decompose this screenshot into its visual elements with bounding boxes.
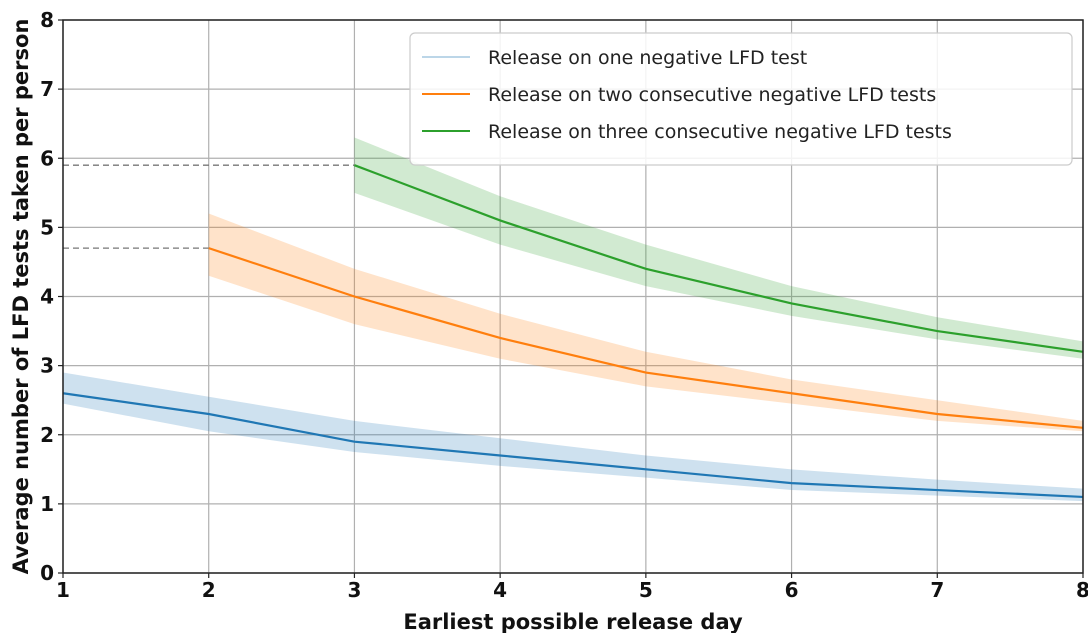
y-tick-label-1: 1 (40, 492, 54, 516)
y-tick-label-8: 8 (40, 8, 54, 32)
y-axis-label: Average number of LFD tests taken per pe… (9, 19, 33, 575)
x-tick-label-7: 8 (1076, 578, 1088, 602)
series-lines (62, 164, 1084, 499)
y-tick-label-5: 5 (40, 215, 54, 239)
x-tick-label-5: 6 (785, 578, 799, 602)
x-tick-label-0: 1 (56, 578, 70, 602)
legend-label-2: Release on two consecutive negative LFD … (488, 84, 936, 106)
legend: Release on one negative LFD test Release … (409, 32, 1073, 166)
series-2-line (208, 247, 1084, 429)
x-tick-label-1: 2 (202, 578, 216, 602)
legend-label-3: Release on three consecutive negative LF… (488, 121, 952, 143)
y-tick-label-6: 6 (40, 146, 54, 170)
series-1-line (62, 392, 1084, 499)
y-tick-label-3: 3 (40, 354, 54, 378)
reference-lines (63, 164, 355, 249)
series-3-line (354, 164, 1084, 353)
confidence-bands (63, 137, 1083, 502)
x-tick-label-6: 7 (930, 578, 944, 602)
y-tick-label-7: 7 (40, 77, 54, 101)
x-tick-label-3: 4 (493, 578, 507, 602)
y-tick-label-2: 2 (40, 423, 54, 447)
x-axis-label: Earliest possible release day (403, 610, 743, 633)
legend-label-1: Release on one negative LFD test (488, 47, 807, 69)
x-tick-label-4: 5 (639, 578, 653, 602)
y-tick-label-0: 0 (40, 561, 54, 585)
y-tick-label-4: 4 (40, 285, 54, 309)
legend-box (409, 32, 1073, 166)
x-tick-label-2: 3 (347, 578, 361, 602)
series-2-band (208, 213, 1083, 432)
series-1-band (63, 372, 1083, 502)
series-3-band (354, 137, 1083, 359)
